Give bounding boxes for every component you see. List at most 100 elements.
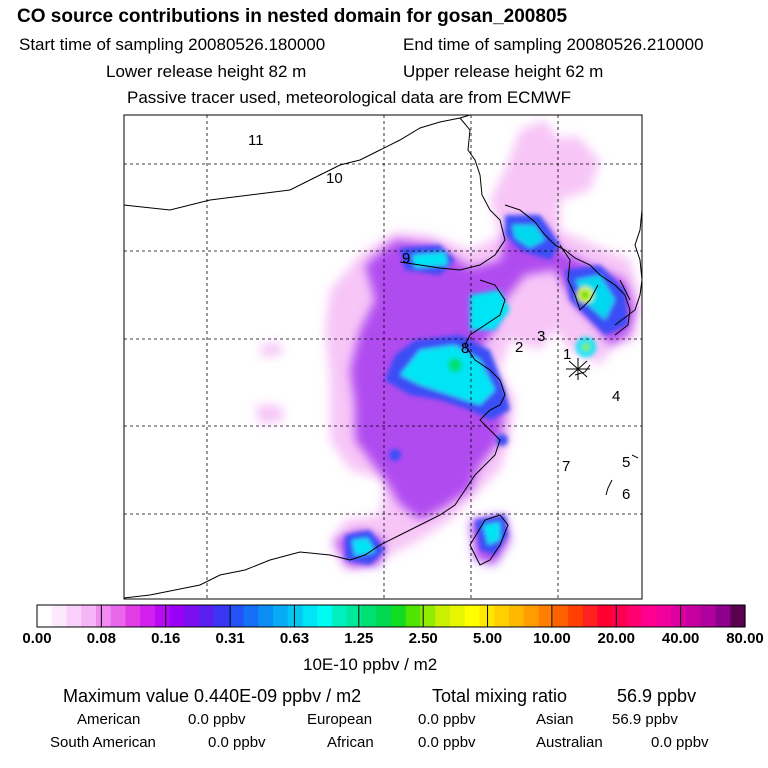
legend-color-cell — [700, 605, 717, 627]
legend-color-cell — [155, 605, 171, 627]
region-label: 6 — [622, 486, 631, 503]
legend-color-cell — [686, 605, 702, 627]
region-label: 7 — [562, 458, 571, 475]
legend-color-cell — [568, 605, 584, 627]
legend-tick-label: 0.31 — [215, 630, 245, 647]
legend-color-cell — [110, 605, 127, 627]
lower-height-label: Lower release height 82 m — [106, 62, 307, 81]
legend-color-cell — [140, 605, 156, 627]
plume-core — [345, 215, 628, 565]
legend-color-cell — [538, 605, 554, 627]
start-time-label: Start time of sampling 20080526.180000 — [19, 35, 326, 54]
legend-color-cell — [730, 605, 746, 627]
legend-tick-label: 1.25 — [344, 630, 374, 647]
legend-color-cell — [435, 605, 451, 627]
tracer-note: Passive tracer used, meteorological data… — [127, 88, 572, 107]
legend-color-cell — [66, 605, 82, 627]
region-label: 10 — [326, 170, 343, 187]
legend-color-cell — [273, 605, 289, 627]
legend-color-cell — [671, 605, 687, 627]
legend-tick-label: 80.00 — [726, 630, 764, 647]
legend-tick-label: 0.63 — [279, 630, 310, 647]
legend-color-cell — [258, 605, 274, 627]
legend-color-cell — [346, 605, 363, 627]
legend-tick-label: 10.00 — [533, 630, 571, 647]
legend-color-cell — [81, 605, 97, 627]
source-value: 0.0 ppbv — [418, 711, 476, 728]
legend-color-cell — [509, 605, 525, 627]
legend-color-cell — [420, 605, 436, 627]
receptor-asterisk-icon — [566, 358, 590, 380]
source-name: American — [77, 711, 141, 728]
region-label: 9 — [402, 250, 411, 267]
legend-color-cell — [553, 605, 569, 627]
source-value: 56.9 ppbv — [612, 711, 678, 728]
legend-color-cell — [302, 605, 318, 627]
legend-tick-label: 40.00 — [661, 630, 700, 647]
region-label: 4 — [612, 388, 621, 405]
source-value: 0.0 ppbv — [188, 711, 246, 728]
upper-height-label: Upper release height 62 m — [403, 62, 604, 81]
legend-tick-label: 0.00 — [22, 630, 52, 647]
source-name: European — [307, 711, 373, 728]
source-name: Asian — [536, 711, 574, 728]
legend-color-cell — [184, 605, 200, 627]
source-name: Australian — [536, 734, 603, 751]
legend-color-cell — [317, 605, 333, 627]
legend-color-cell — [450, 605, 466, 627]
region-label: 5 — [622, 454, 631, 471]
legend-color-cell — [332, 605, 348, 627]
coastlines — [124, 115, 642, 599]
legend-tick-label: 5.00 — [472, 630, 503, 647]
legend-tick-label: 0.16 — [151, 630, 181, 647]
legend-color-cell — [641, 605, 658, 627]
legend-color-cell — [523, 605, 540, 627]
region-label: 2 — [515, 339, 524, 356]
legend-tick-label: 20.00 — [597, 630, 636, 647]
legend-color-cell — [376, 605, 392, 627]
legend-ticks — [36, 605, 746, 627]
source-value: 0.0 ppbv — [208, 734, 266, 751]
legend-color-cell — [199, 605, 215, 627]
legend-color-cell — [656, 605, 672, 627]
legend-color-cells — [37, 605, 746, 627]
source-name: African — [327, 734, 374, 751]
legend-color-cell — [715, 605, 731, 627]
map-frame — [123, 114, 643, 600]
end-time-label: End time of sampling 20080526.210000 — [403, 35, 704, 54]
chart-title: CO source contributions in nested domain… — [17, 6, 568, 27]
legend-color-cell — [597, 605, 613, 627]
region-label: 8 — [461, 340, 470, 357]
total-mixing-label: Total mixing ratio — [432, 686, 568, 706]
region-label: 11 — [248, 132, 264, 149]
source-value: 0.0 ppbv — [418, 734, 476, 751]
legend-color-cell — [214, 605, 230, 627]
legend-tick-label: 0.08 — [86, 630, 116, 647]
legend-color-cell — [464, 605, 481, 627]
source-value: 0.0 ppbv — [651, 734, 709, 751]
plume-field — [124, 115, 642, 599]
legend-units: 10E-10 ppbv / m2 — [303, 655, 438, 674]
legend-color-cell — [51, 605, 68, 627]
legend-color-cell — [169, 605, 186, 627]
max-value-label: Maximum value 0.440E-09 ppbv / m2 — [63, 686, 362, 706]
legend-color-cell — [612, 605, 628, 627]
legend-color-cell — [96, 605, 112, 627]
legend-tick-label: 2.50 — [408, 630, 438, 647]
legend-color-cell — [405, 605, 422, 627]
map-grid — [124, 115, 642, 599]
region-label: 1 — [563, 346, 572, 363]
legend-color-cell — [37, 605, 53, 627]
legend-color-cell — [494, 605, 510, 627]
source-name: South American — [50, 734, 156, 751]
legend-color-cell — [228, 605, 245, 627]
legend-color-cell — [287, 605, 304, 627]
color-legend — [36, 604, 746, 628]
legend-color-cell — [582, 605, 599, 627]
total-mixing-value: 56.9 ppbv — [617, 686, 697, 706]
legend-color-cell — [243, 605, 259, 627]
legend-color-cell — [361, 605, 377, 627]
legend-color-cell — [627, 605, 643, 627]
legend-color-cell — [391, 605, 407, 627]
